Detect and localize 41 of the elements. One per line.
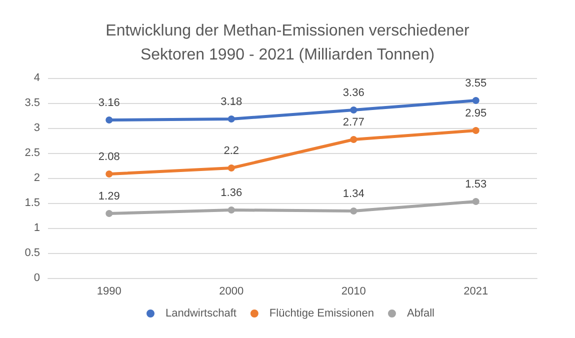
data-label: 1.34 bbox=[342, 188, 364, 200]
legend-label: Landwirtschaft bbox=[166, 308, 236, 320]
y-tick-label: 4 bbox=[34, 72, 40, 84]
data-label: 2.95 bbox=[465, 108, 487, 120]
y-tick-label: 1.5 bbox=[24, 197, 40, 209]
data-label: 3.18 bbox=[220, 96, 242, 108]
x-tick-label: 2010 bbox=[341, 286, 366, 298]
point bbox=[472, 97, 480, 104]
chart-title: Entwicklung der Methan-Emissionen verschiedener Sektoren 1990 - 2021 (Milliarden Tonnen) bbox=[106, 22, 470, 64]
point bbox=[106, 170, 113, 178]
y-tick-label: 0 bbox=[34, 272, 40, 284]
point bbox=[228, 164, 235, 172]
data-label: 2.2 bbox=[224, 145, 240, 157]
legend-label: Flüchtige Emissionen bbox=[269, 308, 374, 320]
y-tick-label: 0.5 bbox=[24, 247, 40, 259]
data-label: 1.36 bbox=[220, 187, 242, 199]
point bbox=[350, 106, 358, 114]
x-tick-label: 2021 bbox=[464, 286, 488, 298]
data-label: 3.16 bbox=[98, 97, 120, 109]
point bbox=[106, 116, 113, 124]
y-tick-label: 1 bbox=[34, 222, 40, 234]
y-tick-label: 3.5 bbox=[24, 97, 40, 109]
y-tick-label: 3 bbox=[34, 122, 40, 134]
point bbox=[228, 116, 235, 122]
legend-label: Abfall bbox=[406, 308, 435, 320]
data-label: 2.77 bbox=[342, 116, 364, 128]
y-tick-label: 2 bbox=[34, 172, 40, 184]
data-label: 3.55 bbox=[465, 78, 487, 90]
data-label: 1.29 bbox=[98, 190, 120, 202]
y-tick-label: 2.5 bbox=[24, 147, 40, 159]
point bbox=[228, 206, 235, 214]
data-label: 3.36 bbox=[342, 87, 364, 99]
point bbox=[106, 210, 113, 217]
point bbox=[350, 208, 358, 214]
point bbox=[472, 127, 480, 134]
x-tick-label: 2000 bbox=[219, 286, 244, 298]
point bbox=[472, 198, 480, 205]
point bbox=[350, 136, 358, 143]
data-label: 2.08 bbox=[98, 151, 120, 163]
data-label: 1.53 bbox=[465, 178, 487, 190]
x-tick-label: 1990 bbox=[96, 286, 122, 298]
